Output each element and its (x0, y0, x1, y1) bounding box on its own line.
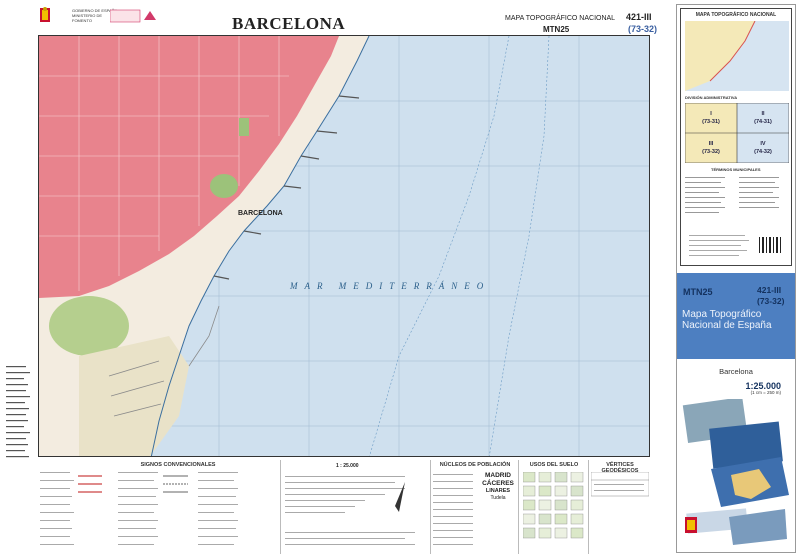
cover-map-name: Mapa Topográfico Nacional de España (682, 309, 772, 331)
signs-heading: SIGNOS CONVENCIONALES (140, 462, 216, 468)
geodesic-column: VÉRTICES GEODÉSICOS (588, 460, 651, 554)
sheet-grid-code: (73-32) (628, 24, 658, 34)
scale-bar (285, 476, 415, 545)
quadrant-4: IV (760, 141, 766, 147)
cover-panel: MAPA TOPOGRÁFICO NACIONAL DIVISIÓN ADMIN… (676, 4, 796, 553)
cover-scale: 1:25.000 (745, 381, 781, 391)
urban-area (39, 36, 339, 298)
park-ciutadella (210, 174, 238, 198)
quadrant-grid (685, 103, 789, 163)
population-heading: NÚCLEOS DE POBLACIÓN (439, 462, 511, 468)
admin-title: DIVISIÓN ADMINISTRATIVA (685, 95, 738, 100)
quadrant-2-code: (74-31) (754, 119, 772, 125)
quadrant-3-code: (73-32) (702, 149, 720, 155)
quadrant-1: I (710, 111, 712, 117)
distribution-title: MAPA TOPOGRÁFICO NACIONAL (695, 12, 777, 18)
land-use-heading: USOS DEL SUELO (529, 462, 579, 468)
topographic-map[interactable]: BARCELONA MAR MEDITERRÁNEO (38, 35, 650, 457)
geodesic-heading: VÉRTICES GEODÉSICOS (601, 462, 639, 474)
ign-logo (110, 9, 156, 23)
port-area (79, 336, 189, 456)
park-small (239, 118, 249, 136)
map-series-title: MAPA TOPOGRÁFICO NACIONAL (505, 15, 616, 22)
population-column: NÚCLEOS DE POBLACIÓN MADRID CÁCERES LINA… (430, 460, 519, 554)
cover-index: MAPA TOPOGRÁFICO NACIONAL DIVISIÓN ADMIN… (680, 8, 792, 266)
quadrant-1-code: (73-31) (702, 119, 720, 125)
municipal-list (685, 177, 779, 213)
quadrant-2: II (761, 111, 765, 117)
cover-sheet-number: 421-III (757, 285, 782, 295)
series-code: MTN25 (543, 25, 570, 34)
population-example-4: Tudela (490, 495, 506, 501)
quadrant-4-code: (74-32) (754, 149, 772, 155)
publisher-info (689, 235, 781, 256)
municipal-title: TÉRMINOS MUNICIPALES (711, 167, 761, 172)
population-example-2: CÁCERES (482, 480, 514, 487)
population-example-3: LINARES (485, 488, 511, 494)
city-label: BARCELONA (238, 210, 283, 217)
population-example-1: MADRID (485, 472, 511, 479)
sheet-number: 421-III (626, 12, 652, 22)
sea-label: MAR MEDITERRÁNEO (290, 281, 491, 291)
ministry-label: GOBIERNO DE ESPAÑA MINISTERIO DE FOMENTO (72, 8, 118, 23)
scale-label: 1 : 25.000 (336, 463, 359, 469)
cover-series: MTN25 (683, 287, 713, 297)
quadrant-3: III (708, 141, 714, 147)
signs-list (40, 472, 238, 545)
location-minimap (685, 21, 789, 91)
cover-place-name: Barcelona (719, 367, 753, 376)
land-use-swatches (523, 472, 584, 539)
scale-column: 1 : 25.000 (280, 460, 431, 554)
cover-title-band (677, 273, 795, 359)
left-index-strip (6, 366, 30, 458)
park-montjuic (49, 296, 129, 356)
coat-of-arms-logo (40, 7, 50, 22)
cover-photo-collage (682, 399, 789, 545)
map-legend: SIGNOS CONVENCIONALES (38, 460, 650, 554)
map-title: BARCELONA (232, 14, 346, 33)
cover-sheet-grid: (73-32) (757, 296, 785, 306)
land-use-column: USOS DEL SUELO (518, 460, 589, 554)
population-list (433, 474, 473, 545)
cover-scale-ratio: (1 cm = 250 m) (750, 390, 781, 395)
geodesic-table (591, 472, 649, 497)
map-canvas (39, 36, 649, 456)
